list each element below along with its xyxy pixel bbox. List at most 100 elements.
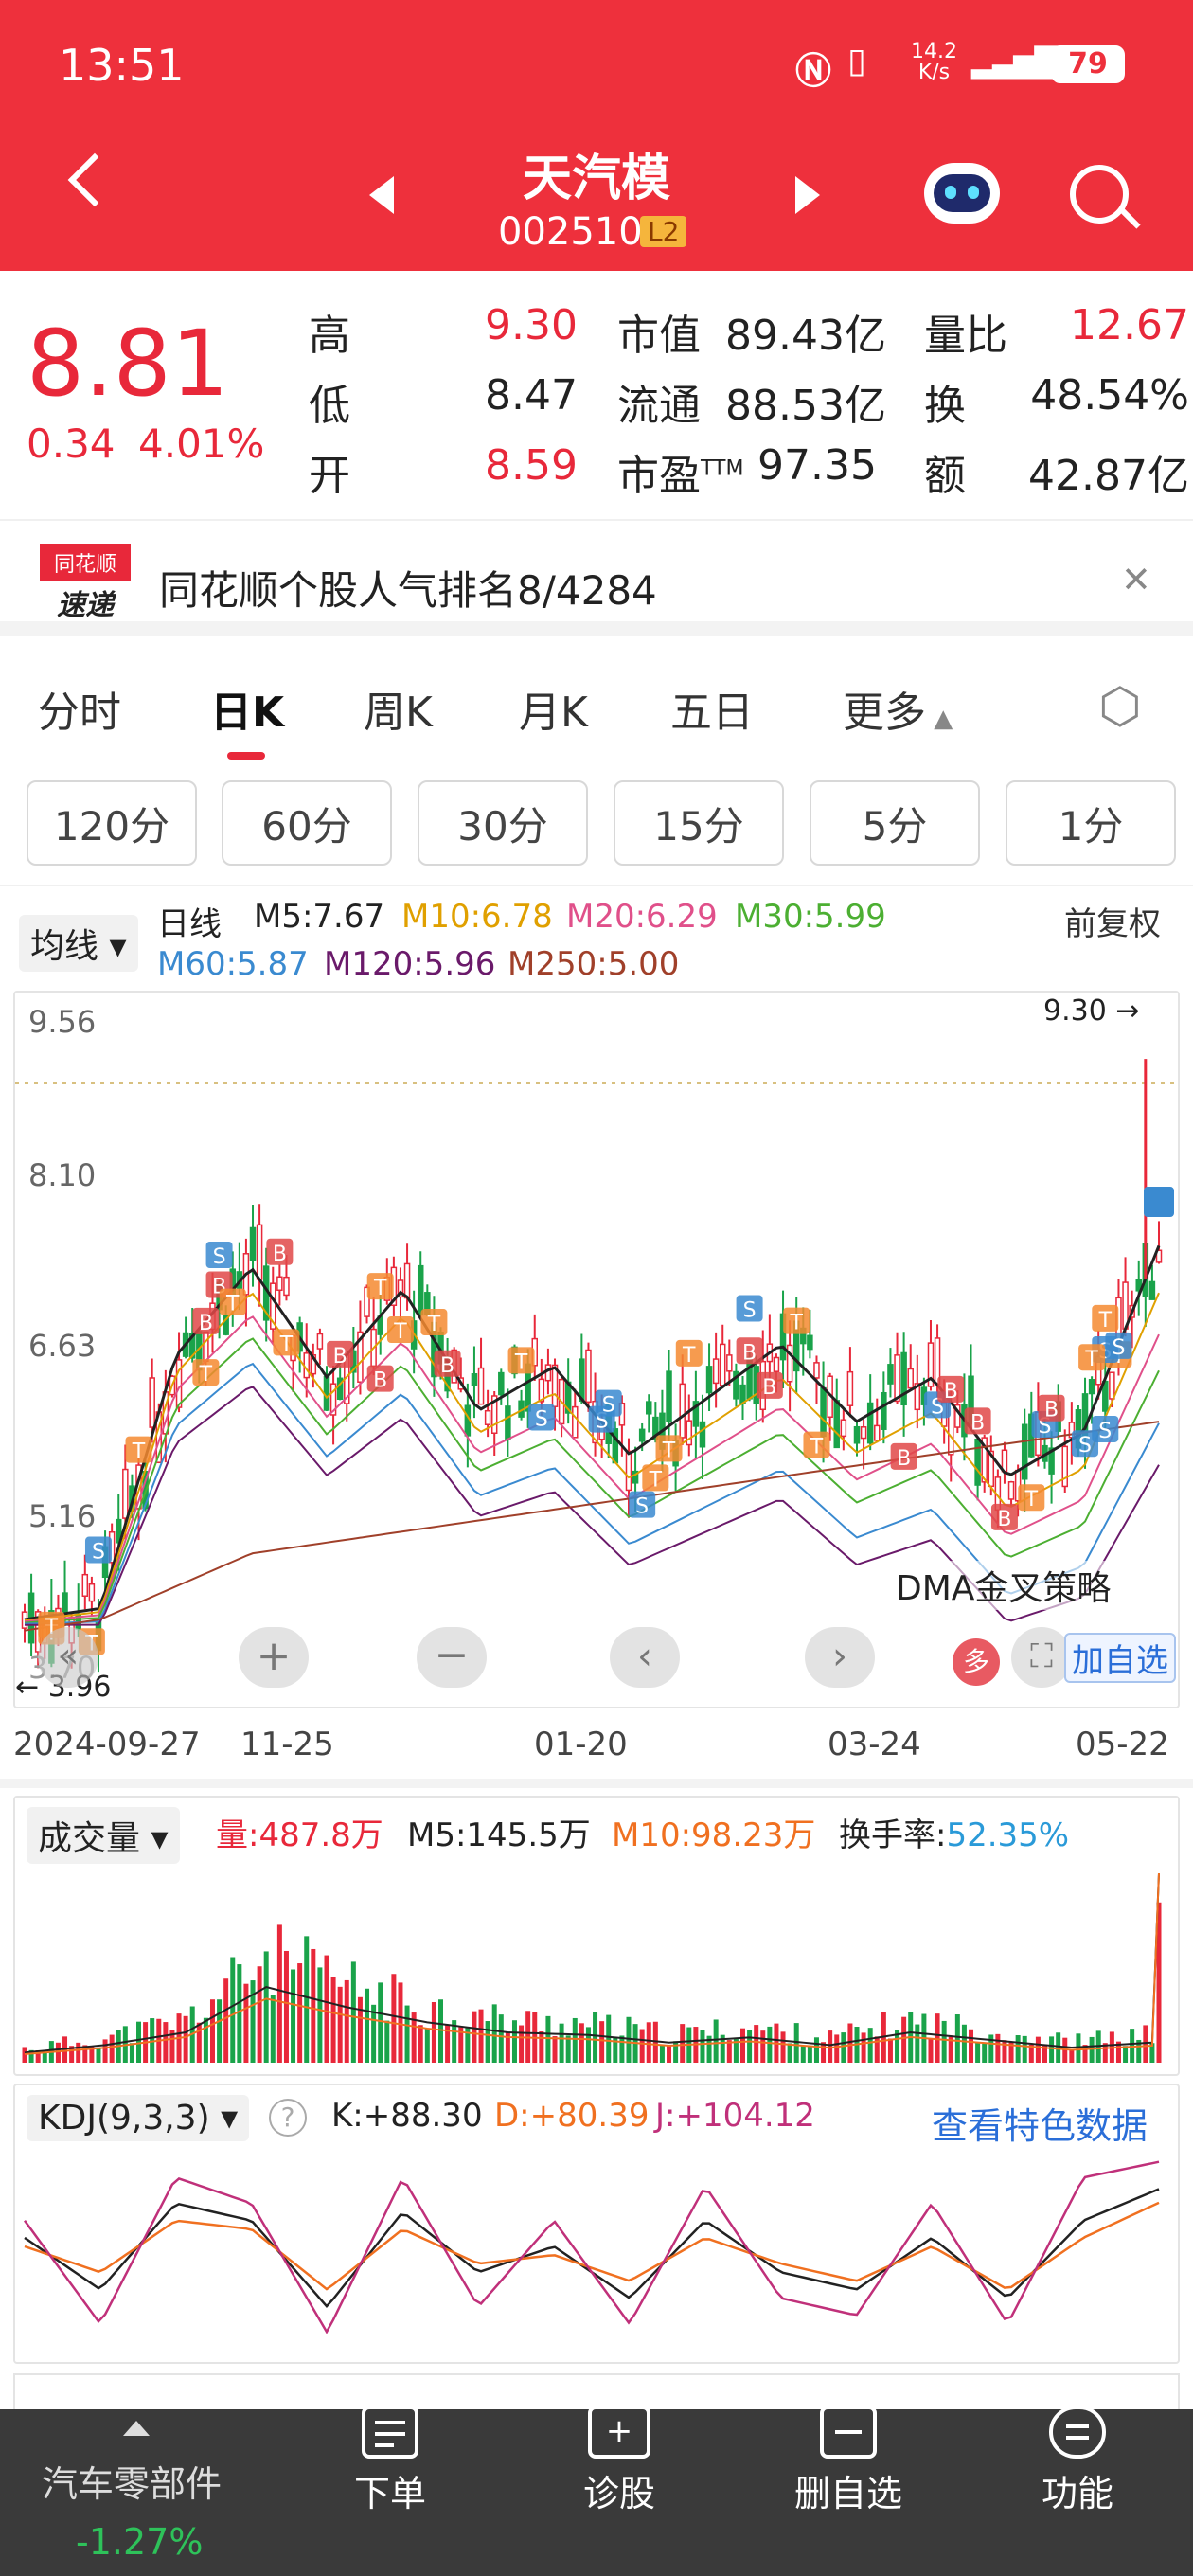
- volume-panel[interactable]: 成交量 ▾ 量:487.8万 M5:145.5万 M10:98.23万 换手率:…: [13, 1796, 1180, 2076]
- tab-monthly-k[interactable]: 月K: [519, 689, 588, 737]
- candle-body: [1088, 1379, 1095, 1395]
- scroll-left-button[interactable]: ‹: [610, 1627, 680, 1688]
- tab-daily-k[interactable]: 日K: [210, 689, 285, 737]
- volume-bar: [28, 2049, 34, 2063]
- volume-bar: [458, 2026, 464, 2063]
- search-icon[interactable]: [1070, 165, 1129, 224]
- volume-bar: [1102, 2043, 1108, 2063]
- robot-assistant-icon[interactable]: [924, 163, 1000, 224]
- signal-badge: [964, 1407, 991, 1435]
- value-high: 9.30: [485, 301, 578, 349]
- signal-badge-label: S: [602, 1394, 615, 1418]
- btn-120min[interactable]: 120分: [27, 780, 197, 866]
- y-label-3: 6.63: [28, 1328, 97, 1364]
- signal-badge: [675, 1339, 703, 1367]
- volume-bar: [954, 2014, 960, 2063]
- prev-stock-icon[interactable]: [369, 176, 394, 214]
- signal-icon: ▂▃▅▇: [971, 42, 1059, 80]
- nav-remove-watchlist[interactable]: 删自选: [773, 2396, 924, 2516]
- help-icon[interactable]: ?: [269, 2099, 307, 2137]
- label-amount: 额: [924, 452, 966, 500]
- volume-bar: [384, 2020, 390, 2063]
- volume-bar: [291, 1969, 296, 2063]
- volume-bar: [807, 2045, 812, 2063]
- popularity-banner[interactable]: 同花顺 速递 同花顺个股人气排名8/4284 ✕: [0, 519, 1193, 636]
- next-stock-icon[interactable]: [795, 176, 820, 214]
- candle-body: [652, 1416, 659, 1440]
- price-change: 0.34: [27, 420, 116, 467]
- signal-badge: [595, 1389, 622, 1417]
- volume-bar: [821, 2042, 827, 2063]
- fullscreen-icon[interactable]: ⛶: [1011, 1627, 1072, 1688]
- btn-30min[interactable]: 30分: [418, 780, 588, 866]
- zoom-in-button[interactable]: +: [239, 1627, 309, 1688]
- scroll-right-button[interactable]: ›: [805, 1627, 875, 1688]
- candle-body: [632, 1470, 639, 1484]
- candle-body: [646, 1401, 652, 1415]
- nav-function[interactable]: 功能: [1002, 2396, 1153, 2516]
- volume-bar: [680, 2024, 686, 2063]
- candle-body: [122, 1468, 129, 1519]
- volume-bar: [895, 2030, 900, 2063]
- candle-body: [1061, 1445, 1069, 1488]
- kline-chart-panel[interactable]: TSBTBSTTSBTBSTTSBTBSTTSBTBSTTSBTBSTTSBTB…: [13, 991, 1180, 1708]
- volume-m10: M10:98.23万: [612, 1816, 816, 1854]
- close-icon[interactable]: ✕: [1121, 559, 1151, 600]
- signal-badge-label: T: [649, 1468, 663, 1492]
- btn-15min[interactable]: 15分: [614, 780, 784, 866]
- candle-body: [417, 1264, 424, 1316]
- signal-badge-label: B: [897, 1447, 911, 1471]
- candle-body: [779, 1313, 787, 1361]
- ma60-legend: M60:5.87: [157, 945, 309, 983]
- candle-body: [329, 1383, 337, 1416]
- tab-five-day[interactable]: 五日: [670, 689, 754, 737]
- volume-bar: [1130, 2029, 1135, 2063]
- tab-intraday[interactable]: 分时: [38, 689, 121, 737]
- volume-bar: [565, 2035, 571, 2063]
- level2-badge[interactable]: L2: [640, 216, 687, 247]
- dma-strategy-label[interactable]: DMA金叉策略: [896, 1561, 1112, 1610]
- kdj-selector[interactable]: KDJ(9,3,3) ▾: [27, 2095, 250, 2141]
- btn-1min[interactable]: 1分: [1006, 780, 1176, 866]
- candle-body: [900, 1351, 907, 1406]
- zoom-out-button[interactable]: −: [417, 1627, 487, 1688]
- adjust-mode[interactable]: 前复权: [1064, 905, 1161, 943]
- volume-bar: [505, 2031, 510, 2063]
- volume-bar: [706, 2035, 712, 2063]
- volume-bar: [196, 2022, 202, 2063]
- nav-diagnose[interactable]: + 诊股: [543, 2396, 695, 2516]
- tab-more[interactable]: 更多 ▲: [843, 689, 953, 737]
- candle-body: [310, 1353, 317, 1375]
- volume-selector[interactable]: 成交量 ▾: [27, 1807, 180, 1864]
- y-label-2: 8.10: [28, 1157, 97, 1193]
- net-speed: 14.2 K/s: [911, 40, 957, 84]
- btn-5min[interactable]: 5分: [810, 780, 980, 866]
- volume-bar: [257, 1966, 262, 2063]
- turnover-rate: 换手率:52.35%: [839, 1816, 1070, 1854]
- volume-bar: [411, 2012, 417, 2063]
- candle-body: [705, 1366, 713, 1394]
- kdj-panel[interactable]: KDJ(9,3,3) ▾ ? K:+88.30 D:+80.39 J:+104.…: [13, 2084, 1180, 2364]
- sector-change: -1.27%: [76, 2521, 204, 2563]
- nav-order[interactable]: 下单: [314, 2396, 466, 2516]
- duo-signal-badge[interactable]: 多: [953, 1638, 1000, 1686]
- signal-badge: [1072, 1430, 1099, 1458]
- ma-line: [24, 1362, 1160, 1625]
- volume-bar: [828, 2030, 833, 2063]
- volume-bar: [35, 2050, 41, 2063]
- volume-bar: [424, 2029, 430, 2063]
- settings-hexagon-icon[interactable]: ⬡: [1098, 678, 1142, 735]
- value-amount: 42.87亿: [1028, 452, 1189, 500]
- scroll-start-button[interactable]: «: [38, 1627, 98, 1688]
- btn-60min[interactable]: 60分: [222, 780, 392, 866]
- candle-body: [551, 1364, 559, 1407]
- candle-body: [505, 1405, 511, 1440]
- add-watchlist-button[interactable]: 加自选: [1064, 1633, 1176, 1683]
- x-label-5: 05-22: [1076, 1726, 1169, 1763]
- candle-body: [813, 1362, 820, 1379]
- ma-selector[interactable]: 均线 ▾: [19, 915, 138, 972]
- sector-name[interactable]: 汽车零部件: [42, 2463, 223, 2505]
- view-feature-data-link[interactable]: 查看特色数据: [932, 2105, 1148, 2147]
- candle-body: [357, 1331, 364, 1383]
- tab-weekly-k[interactable]: 周K: [364, 689, 433, 737]
